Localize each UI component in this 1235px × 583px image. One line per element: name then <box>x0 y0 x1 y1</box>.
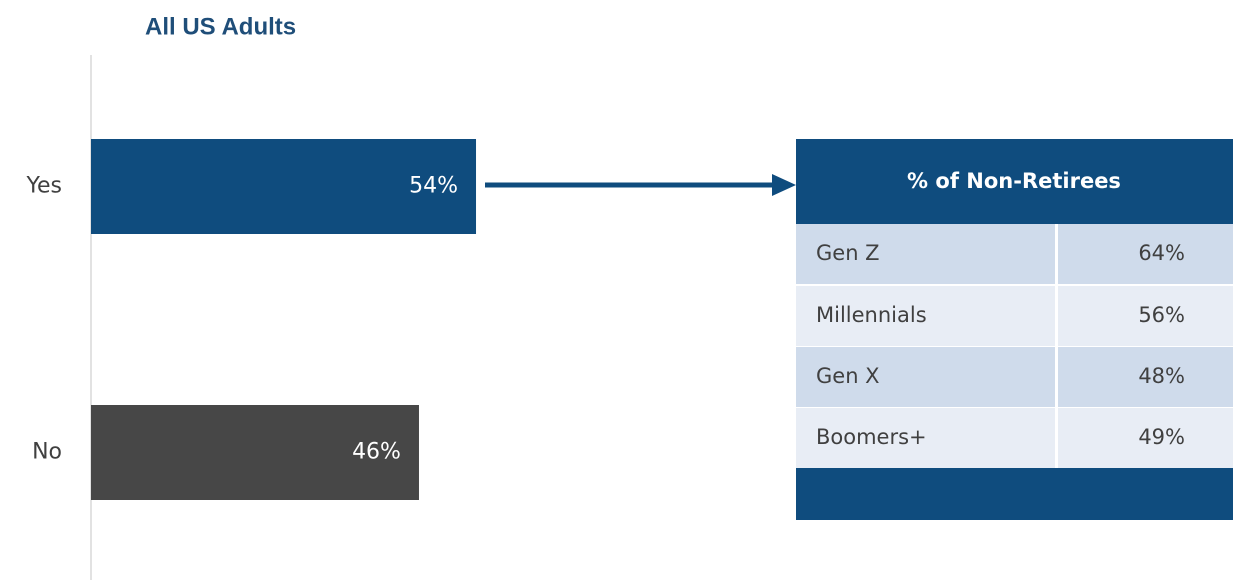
row-value: 48% <box>1138 364 1185 388</box>
bar <box>91 405 419 500</box>
value-label: 46% <box>352 440 401 465</box>
row-value: 64% <box>1138 241 1185 265</box>
row-label: Boomers+ <box>816 425 927 449</box>
chart-title: All US Adults <box>145 13 296 40</box>
table-cell <box>796 224 1055 284</box>
category-label: No <box>32 440 62 465</box>
arrow-head <box>772 174 796 196</box>
row-label: Millennials <box>816 303 927 327</box>
table-title: % of Non-Retirees <box>907 169 1121 193</box>
table-cell <box>1058 286 1233 346</box>
row-value: 49% <box>1138 425 1185 449</box>
category-label: Yes <box>25 174 62 199</box>
table-cell <box>796 408 1055 468</box>
row-label: Gen Z <box>816 241 880 265</box>
table-cell <box>1058 224 1233 284</box>
bar <box>91 139 477 234</box>
value-label: 54% <box>409 174 458 199</box>
table-cell <box>796 286 1055 346</box>
table-footer <box>796 468 1233 520</box>
table-cell <box>796 347 1055 407</box>
table-header <box>796 139 1233 224</box>
table-cell <box>1058 408 1233 468</box>
row-value: 56% <box>1138 303 1185 327</box>
row-label: Gen X <box>816 364 880 388</box>
table-cell <box>1058 347 1233 407</box>
